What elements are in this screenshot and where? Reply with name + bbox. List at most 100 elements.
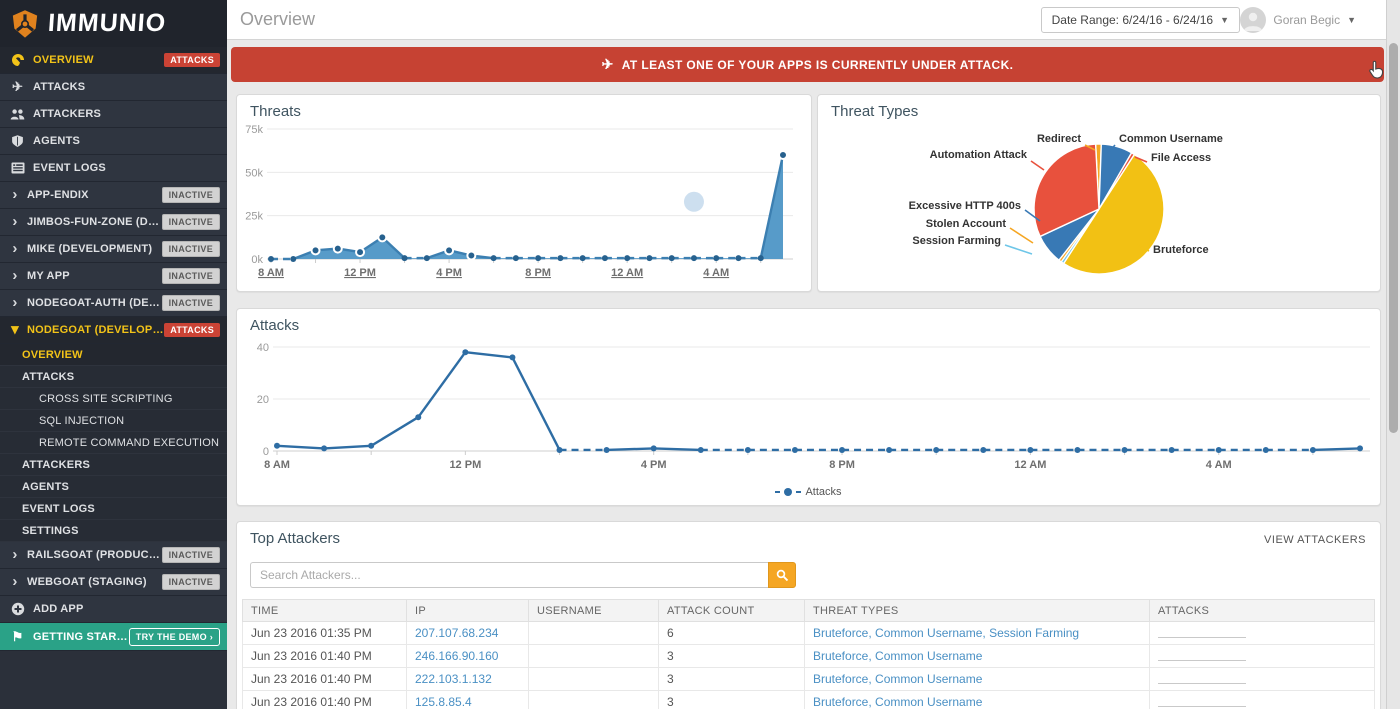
attack-alert-banner[interactable]: ✈ AT LEAST ONE OF YOUR APPS IS CURRENTLY… — [231, 47, 1384, 82]
sidebar-item-label: ATTACKERS — [22, 458, 90, 471]
sidebar-item-label: JIMBOS-FUN-ZONE (DEVELO... — [27, 216, 162, 228]
sidebar-sub-cross-site-scripting[interactable]: CROSS SITE SCRIPTING — [0, 388, 227, 410]
table-header-row: TIME IP USERNAME ATTACK COUNT THREAT TYPES AT… — [242, 599, 1375, 622]
sidebar-sub-settings[interactable]: SETTINGS — [0, 520, 227, 542]
sidebar-app-app-endix[interactable]: › APP-ENDIX INACTIVE — [0, 182, 227, 209]
gauge-icon — [9, 53, 26, 67]
threat-types-link-container: Bruteforce, Common Username, Session Far… — [804, 621, 1150, 645]
svg-text:50k: 50k — [245, 167, 263, 179]
sidebar-item-agents[interactable]: AGENTS — [0, 128, 227, 155]
panel-title-attacks: Attacks — [250, 317, 300, 334]
top-attackers-panel: Top Attackers VIEW ATTACKERS TIMEIPUSERN… — [236, 521, 1381, 709]
sidebar-sub-event-logs[interactable]: EVENT LOGS — [0, 498, 227, 520]
svg-text:Bruteforce: Bruteforce — [1153, 244, 1209, 256]
svg-text:12 AM: 12 AM — [1014, 459, 1046, 471]
immunio-shield-icon — [11, 8, 39, 39]
date-range-label: Date Range: 6/24/16 - 6/24/16 — [1051, 13, 1214, 27]
svg-text:12 AM: 12 AM — [611, 267, 643, 279]
search-button[interactable] — [768, 562, 796, 588]
sidebar-item-label: AGENTS — [33, 135, 81, 147]
sidebar-item-label: ATTACKS — [22, 370, 75, 383]
ip-link[interactable]: 222.103.1.132 — [415, 672, 492, 686]
shield-icon — [9, 134, 26, 148]
sidebar-sub-attackers[interactable]: ATTACKERS — [0, 454, 227, 476]
threat-types-link[interactable]: Bruteforce, Common Username — [813, 695, 983, 709]
time-cell: Jun 23 2016 01:35 PM — [242, 621, 407, 645]
sparkline-cell — [1149, 644, 1375, 668]
search-attackers-input[interactable] — [250, 562, 768, 588]
sidebar-item-attacks[interactable]: ✈ ATTACKS — [0, 74, 227, 101]
sidebar-item-label: MIKE (DEVELOPMENT) — [27, 243, 153, 255]
sidebar-item-getting-started[interactable]: ⚑ GETTING STARTED TRY THE DEMO › — [0, 623, 227, 651]
attacks-sparkline — [1158, 697, 1246, 707]
table-row: Jun 23 2016 01:40 PM 125.8.85.4 3 Bruteforc… — [242, 690, 1375, 709]
sidebar-app-webgoat[interactable]: › WEBGOAT (STAGING) INACTIVE — [0, 569, 227, 596]
threats-chart[interactable]: 0k 25k 50k 75k 8 AM 12 PM 4 PM 8 PM 12 AM 4 AM — [237, 121, 811, 289]
threat-types-link[interactable]: Bruteforce, Common Username — [813, 649, 983, 663]
sidebar-app-jimbos-fun-zone[interactable]: › JIMBOS-FUN-ZONE (DEVELO...INACTIVE — [0, 209, 227, 236]
column-header[interactable]: ATTACKS — [1149, 599, 1375, 622]
ip-link[interactable]: 207.107.68.234 — [415, 626, 499, 640]
svg-text:8 PM: 8 PM — [829, 459, 855, 471]
attacks-sparkline — [1158, 674, 1246, 684]
attacks-panel: Attacks 0 20 40 8 AM 12 PM 4 PM 8 PM 12 AM 4 AM … — [236, 308, 1381, 506]
sidebar-item-label: SETTINGS — [22, 524, 79, 537]
legend-dash — [796, 491, 802, 493]
sidebar-app-mike[interactable]: › MIKE (DEVELOPMENT) INACTIVE — [0, 236, 227, 263]
svg-text:Common Username: Common Username — [1119, 133, 1223, 145]
svg-text:4 PM: 4 PM — [436, 267, 462, 279]
sparkline-cell — [1149, 621, 1375, 645]
try-the-demo-button[interactable]: TRY THE DEMO › — [128, 627, 220, 646]
sidebar-item-attackers[interactable]: ATTACKERS — [0, 101, 227, 128]
ip-link[interactable]: 125.8.85.4 — [415, 695, 472, 709]
table-row: Jun 23 2016 01:40 PM 246.166.90.160 3 Brute… — [242, 644, 1375, 668]
sparkline-cell — [1149, 690, 1375, 709]
threat-types-link[interactable]: Bruteforce, Common Username — [813, 672, 983, 686]
sidebar-sub-sql-injection[interactable]: SQL INJECTION — [0, 410, 227, 432]
sidebar-app-railsgoat[interactable]: › RAILSGOAT (PRODUCTION)INACTIVE — [0, 542, 227, 569]
chevron-right-icon: › — [12, 212, 18, 230]
sidebar-app-nodegoat[interactable]: ▾ NODEGOAT (DEVELOPMENT)ATTACKS — [0, 317, 227, 344]
ip-link-container: 207.107.68.234 — [406, 621, 529, 645]
sidebar-app-nodegoat-auth[interactable]: › NODEGOAT-AUTH (DEVELOPM...INACTIVE — [0, 290, 227, 317]
view-attackers-link[interactable]: VIEW ATTACKERS — [1264, 534, 1366, 546]
svg-text:25k: 25k — [245, 211, 263, 223]
chevron-down-icon: ▾ — [11, 321, 19, 338]
chevron-right-icon: › — [12, 572, 18, 590]
sidebar-item-label: AGENTS — [22, 480, 70, 493]
mouse-cursor — [1369, 60, 1384, 79]
column-header[interactable]: ATTACK COUNT — [658, 599, 805, 622]
attacks-sparkline — [1158, 628, 1246, 638]
attacks-chart[interactable]: 0 20 40 8 AM 12 PM 4 PM 8 PM 12 AM 4 AM — [237, 335, 1380, 485]
status-badge: ATTACKS — [164, 323, 220, 337]
ip-link[interactable]: 246.166.90.160 — [415, 649, 499, 663]
threat-types-link[interactable]: Bruteforce, Common Username, Session Far… — [813, 626, 1080, 640]
sidebar-sub-attacks[interactable]: ATTACKS — [0, 366, 227, 388]
sidebar-item-label: REMOTE COMMAND EXECUTION — [39, 436, 220, 449]
sidebar-item-overview[interactable]: OVERVIEW ATTACKS — [0, 47, 227, 74]
sidebar-item-event-logs[interactable]: EVENT LOGS — [0, 155, 227, 182]
column-header[interactable]: USERNAME — [528, 599, 659, 622]
status-badge: INACTIVE — [161, 547, 220, 563]
chevron-right-icon: › — [12, 239, 18, 257]
column-header[interactable]: THREAT TYPES — [804, 599, 1150, 622]
attack-count-cell: 3 — [658, 667, 805, 691]
sidebar-app-my-app[interactable]: › MY APP INACTIVE — [0, 263, 227, 290]
svg-text:8 AM: 8 AM — [264, 459, 290, 471]
sidebar-item-add-app[interactable]: ADD APP — [0, 596, 227, 623]
column-header[interactable]: TIME — [242, 599, 407, 622]
attack-count-cell: 3 — [658, 644, 805, 668]
scrollbar-track[interactable] — [1386, 0, 1400, 709]
date-range-picker[interactable]: Date Range: 6/24/16 - 6/24/16 ▼ — [1040, 7, 1240, 33]
svg-text:75k: 75k — [245, 124, 263, 136]
column-header[interactable]: IP — [406, 599, 529, 622]
svg-text:8 PM: 8 PM — [525, 267, 551, 279]
user-menu[interactable]: Goran Begic ▼ — [1240, 7, 1356, 33]
sidebar-sub-agents[interactable]: AGENTS — [0, 476, 227, 498]
scrollbar-thumb[interactable] — [1389, 43, 1398, 433]
sidebar-item-label: NODEGOAT (DEVELOPMENT) — [27, 324, 164, 336]
threat-types-pie-chart[interactable]: Redirect Common Username File Access Brutef… — [818, 121, 1380, 291]
sidebar-sub-remote-command-execution[interactable]: REMOTE COMMAND EXECUTION — [0, 432, 227, 454]
flag-icon: ⚑ — [11, 628, 24, 644]
sidebar-sub-overview[interactable]: OVERVIEW — [0, 344, 227, 366]
